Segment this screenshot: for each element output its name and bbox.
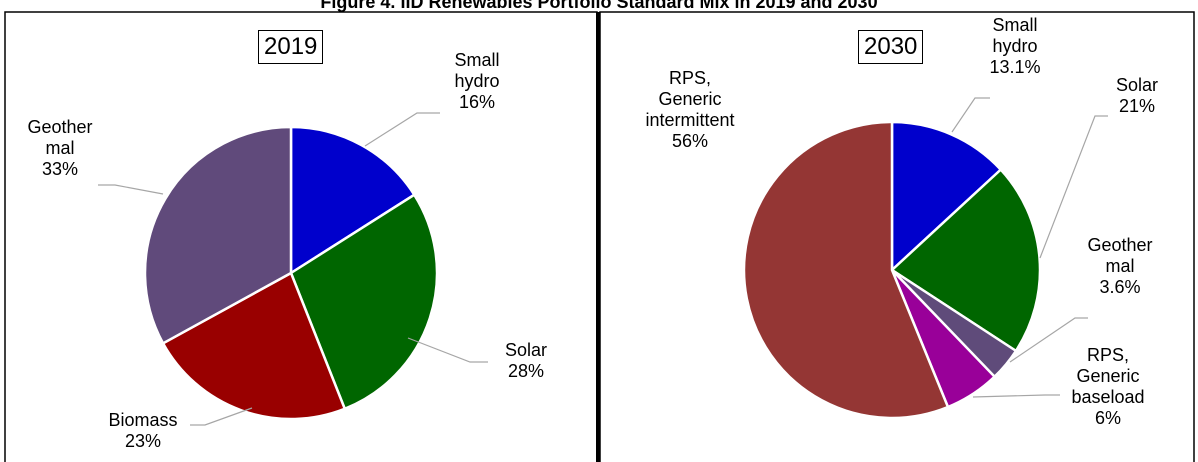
pie-slice [889,167,1042,353]
leader-line [190,407,253,426]
category-label: Small hydro [454,50,500,91]
category-label: Solar [504,340,548,360]
leader-line [972,394,1060,398]
year-label: 2019 [258,30,324,64]
pie-slice [289,125,416,276]
slice-label: Geother mal 33% [27,117,92,180]
slice-label: RPS, Generic baseload 6% [1071,345,1144,429]
value-label: 16% [458,92,496,112]
slice-label: Solar 28% [505,340,547,382]
category-label: Biomass [108,410,178,430]
slice-label: Small hydro 13.1% [989,15,1040,78]
value-label: 13.1% [989,57,1041,77]
value-label: 21% [1118,96,1156,116]
category-label: Geother mal [27,117,93,158]
value-label: 28% [507,361,545,381]
value-label: 56% [671,131,709,151]
leader-line [364,112,440,147]
value-label: 3.6% [1099,277,1141,297]
leader-line [1039,115,1108,259]
chart-title: Figure 4. IID Renewables Portfolio Stand… [320,0,878,12]
value-label: 23% [124,431,162,451]
category-label: RPS, Generic intermittent [645,68,735,130]
value-label: 6% [1094,408,1121,428]
slice-label: Biomass 23% [108,410,177,452]
slice-label: Small hydro 16% [454,50,499,113]
value-label: 33% [41,159,79,179]
leader-line [1009,317,1088,363]
leader-line [407,337,488,363]
slice-label: Geother mal 3.6% [1087,235,1152,298]
year-label: 2030 [858,30,924,64]
pie-slice [143,125,293,346]
category-label: RPS, Generic baseload [1071,345,1145,407]
slice-label: RPS, Generic intermittent 56% [645,68,734,152]
leader-line [951,97,990,133]
category-label: Geother mal [1087,235,1153,276]
pie-slice [890,120,1003,273]
pie-slice [742,120,950,420]
leader-line [98,184,164,195]
pie-slice [161,271,347,421]
category-label: Small hydro [992,15,1038,56]
pie-slice [289,193,439,411]
slice-label: Solar 21% [1116,75,1158,117]
category-label: Solar [1115,75,1159,95]
